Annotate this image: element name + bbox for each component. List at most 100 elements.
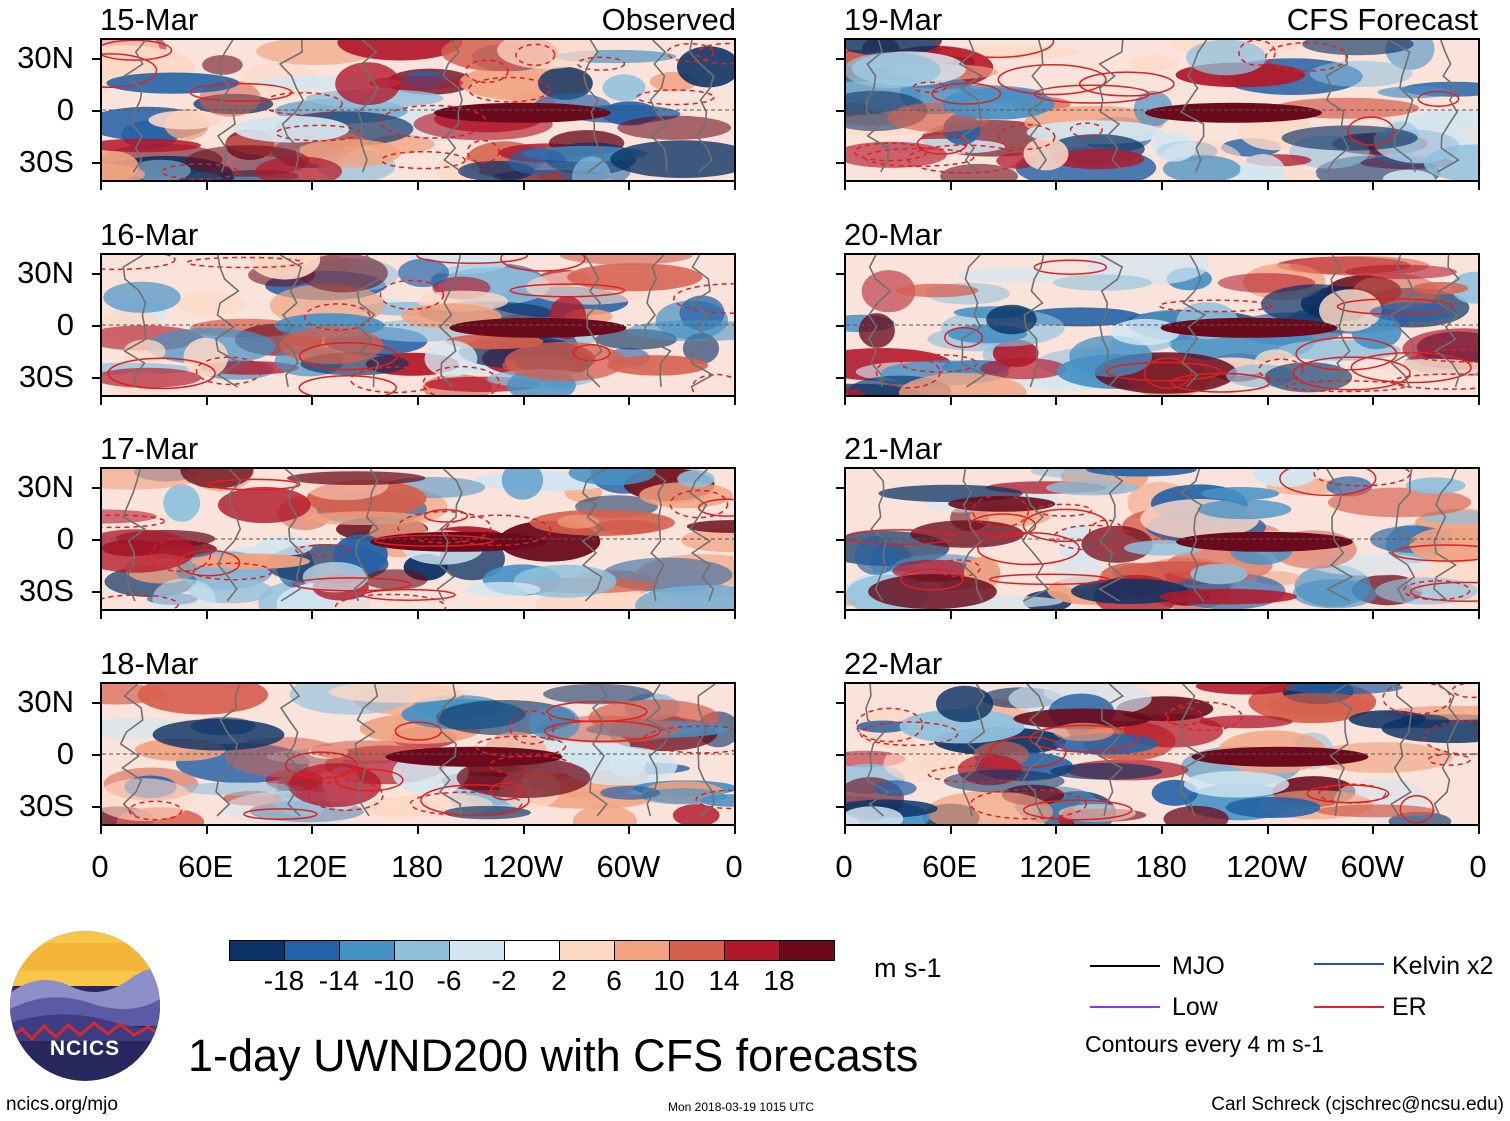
er-contour [416,255,529,265]
er-contour [1029,724,1140,753]
coastline [1388,40,1416,173]
equatorial-jet-anomaly [1160,317,1338,338]
anomaly-blob [1152,132,1197,162]
anomaly-blob [1409,109,1478,129]
colorbar-swatch [614,940,670,961]
anomaly-blob [102,367,202,388]
lat-tick [92,58,100,60]
wind-field [846,469,1478,609]
anomaly-blob [1190,563,1248,585]
colorbar-tick-label: -10 [373,965,415,996]
map-panel-21-mar [844,467,1480,611]
anomaly-blob [445,334,544,350]
anomaly-blob [895,283,979,298]
lon-tick [417,182,419,190]
coastline [644,255,672,388]
er-contour [298,342,398,371]
er-contour [186,256,304,269]
lon-tick [522,611,525,619]
wind-field [102,40,734,180]
lat-tick [92,110,100,112]
anomaly-blob [1413,281,1469,295]
anomaly-blob [846,806,904,824]
coastline [1436,40,1461,173]
er-contour [1423,720,1478,755]
lon-tick [522,826,525,834]
er-contour [696,42,734,65]
er-contour [334,593,447,609]
er-contour [102,53,158,89]
anomaly-blob [617,115,732,140]
anomaly-blob [1284,684,1403,695]
colorbar-tick-label: 14 [708,965,740,996]
er-contour [295,544,353,557]
lon-tick [628,182,631,190]
coastline [865,684,891,817]
lat-tick [92,273,100,275]
anomaly-blob [528,705,580,741]
anomaly-blob [1252,469,1319,488]
anomaly-blob [861,270,916,313]
er-contour [102,594,179,609]
anomaly-blob [1183,770,1290,798]
er-contour [1417,90,1460,107]
coastline [119,684,144,817]
lon-tick [1161,397,1163,405]
er-contour [362,588,456,601]
lat-tick [836,273,844,275]
lon-label: 0 [1469,849,1487,884]
anomaly-blob [538,66,593,100]
lat-label: 30N [17,684,74,719]
anomaly-blob [152,718,285,751]
lat-tick [92,591,100,593]
er-contour [695,789,734,810]
anomaly-blob [233,115,350,143]
er-contour [308,779,384,812]
legend-label-low: Low [1172,993,1218,1021]
legend-line-kelvin [1314,963,1384,965]
chart-title: 1-day UWND200 with CFS forecasts [188,1030,919,1081]
er-contour [1022,799,1133,821]
er-contour [636,89,715,106]
coastline [353,469,380,602]
lon-tick [1161,182,1163,190]
coastline [689,255,715,388]
coastline [354,684,379,817]
panel-date-20-mar: 20-Mar [844,217,943,252]
equatorial-jet-anomaly [1176,531,1353,552]
er-contour [1158,299,1273,313]
coastline [1180,684,1206,817]
coastline [961,469,984,602]
panel-date-16-mar: 16-Mar [100,217,199,252]
er-contour [422,365,501,395]
anomaly-blob [639,482,733,509]
er-contour [284,751,358,779]
lon-tick [100,611,102,619]
anomaly-blob [398,258,449,288]
panel-date-21-mar: 21-Mar [844,431,943,466]
equatorial-jet-anomaly [433,102,611,123]
lon-tick [1478,397,1480,405]
colorbar-units: m s-1 [874,953,942,983]
anomaly-blob [529,509,675,536]
er-contour [304,303,371,331]
er-contour [1022,508,1109,543]
ncics-logo: NCICS [10,931,160,1081]
anomaly-blob [943,769,1065,793]
colorbar-swatch [339,940,395,961]
anomaly-blob [1045,480,1139,496]
anomaly-blob [148,110,222,130]
equatorial-jet-anomaly [385,746,563,767]
anomaly-blob [567,263,703,292]
coastline [121,469,147,602]
er-contour [509,283,626,298]
map-panel-15-mar [100,38,736,182]
er-contour [102,255,176,271]
lon-tick [844,397,846,405]
lat-tick [92,806,100,808]
wind-field [102,684,734,824]
anomaly-blob [1370,302,1458,322]
anomaly-blob [568,469,657,486]
er-contour [576,56,626,71]
anomaly-blob [868,574,997,609]
